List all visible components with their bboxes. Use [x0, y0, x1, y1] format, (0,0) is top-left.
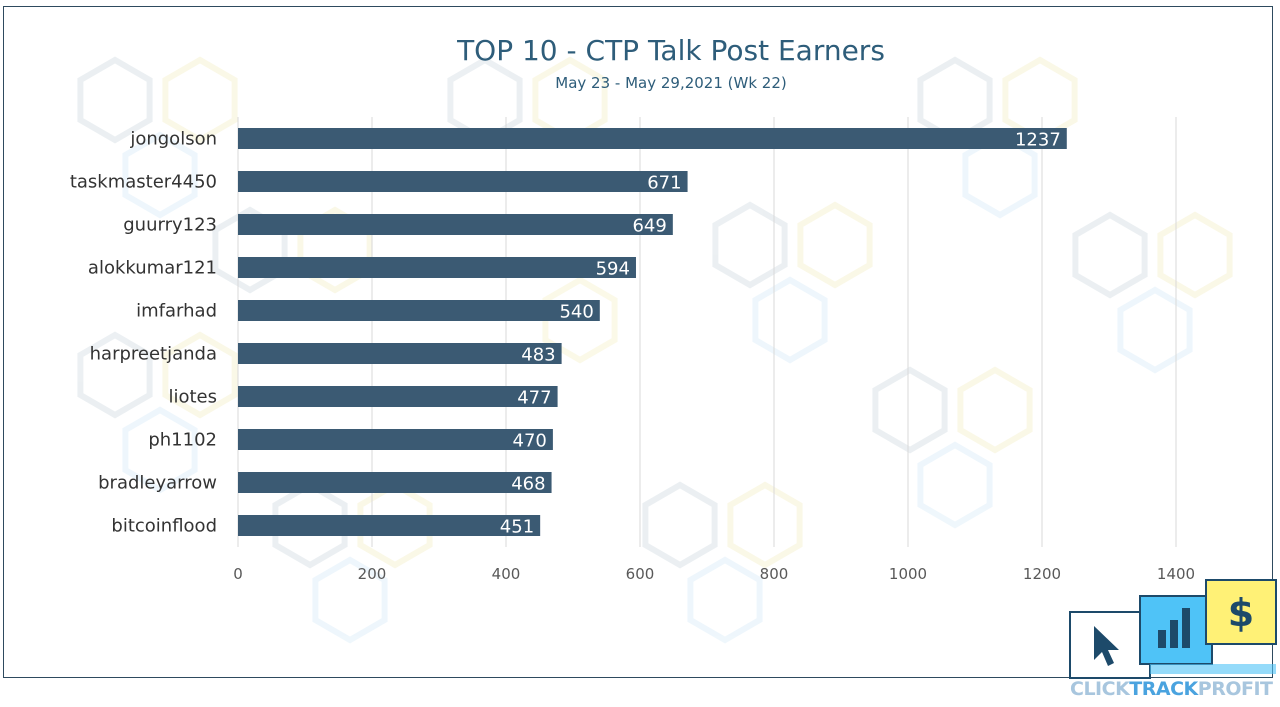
watermark-hexagon: [312, 556, 388, 644]
watermark-hexagon: [1002, 56, 1078, 144]
cursor-icon: [1094, 626, 1119, 666]
data-label: 594: [596, 259, 630, 280]
bar: [238, 343, 562, 364]
bar: [238, 515, 541, 536]
watermark-hexagon: [77, 56, 153, 144]
category-label: taskmaster4450: [70, 172, 217, 193]
bars: 1237 671 649 594 540 483 477 470 468 451: [238, 128, 1067, 538]
watermark-hexagon: [122, 131, 198, 219]
data-label: 451: [500, 517, 534, 538]
watermark-hexagon: [712, 201, 788, 289]
watermark-hexagon: [1157, 211, 1233, 299]
data-label: 483: [521, 345, 555, 366]
x-tick-label: 1200: [1023, 565, 1061, 583]
bar: [238, 214, 673, 235]
watermark-hexagon: [797, 201, 873, 289]
watermark-hexagon: [872, 366, 948, 454]
chart-subtitle: May 23 - May 29,2021 (Wk 22): [555, 74, 786, 92]
data-label: 477: [517, 388, 551, 409]
watermark-hexagon: [642, 481, 718, 569]
data-label: 470: [513, 431, 547, 452]
watermark-hexagon: [447, 56, 523, 144]
bar: [238, 171, 688, 192]
bar-chart-icon: [1158, 608, 1190, 648]
watermark-hexagon: [752, 276, 828, 364]
category-label: guurry123: [123, 215, 217, 236]
watermark-hexagon: [1072, 211, 1148, 299]
logo-word-track: TRACK: [1129, 678, 1198, 700]
bar: [238, 386, 558, 407]
category-label: liotes: [168, 387, 217, 408]
bar: [238, 472, 552, 493]
watermark-hexagon: [687, 556, 763, 644]
bar: [238, 257, 636, 278]
x-tick-label: 1000: [889, 565, 927, 583]
category-label: jongolson: [129, 129, 217, 150]
data-label: 540: [559, 302, 593, 323]
chart-title: TOP 10 - CTP Talk Post Earners: [456, 34, 885, 67]
category-labels: jongolson taskmaster4450 guurry123 alokkuma…: [70, 129, 217, 537]
watermark-hexagon: [1117, 286, 1193, 374]
x-tick-label: 200: [358, 565, 387, 583]
logo-word-click: CLICK: [1070, 678, 1130, 700]
chart-frame: [3, 6, 1273, 678]
x-tick-label: 600: [626, 565, 655, 583]
watermark-hexagon: [727, 481, 803, 569]
watermark-hexagon: [162, 331, 238, 419]
x-tick-label: 400: [492, 565, 521, 583]
watermark-hexagon: [77, 331, 153, 419]
watermark-hexagon: [542, 276, 618, 364]
category-label: bradleyarrow: [98, 473, 217, 494]
category-label: imfarhad: [136, 301, 217, 322]
data-label: 671: [647, 173, 681, 194]
dollar-icon: $: [1228, 591, 1254, 635]
watermark-hexagon: [532, 56, 608, 144]
bar: [238, 429, 553, 450]
data-label: 649: [632, 216, 666, 237]
category-label: bitcoinflood: [111, 516, 217, 537]
x-tick-label: 0: [233, 565, 243, 583]
bar: [238, 300, 600, 321]
x-tick-label: 1400: [1157, 565, 1195, 583]
watermark-hexagon: [917, 56, 993, 144]
x-axis-ticks: 0 200 400 600 800 1000 1200 1400: [233, 565, 1195, 583]
logo-wordmark: CLICKTRACKPROFIT: [1070, 678, 1280, 700]
watermark-hexagon: [162, 56, 238, 144]
data-label: 1237: [1015, 130, 1061, 151]
background-watermark: [77, 56, 1233, 644]
category-label: harpreetjanda: [90, 344, 217, 365]
logo-stripe: [1150, 664, 1276, 674]
category-label: alokkumar121: [88, 258, 217, 279]
watermark-hexagon: [917, 441, 993, 529]
watermark-hexagon: [122, 406, 198, 494]
clicktrackprofit-logo: $: [1069, 579, 1277, 679]
watermark-hexagon: [957, 366, 1033, 454]
x-tick-label: 800: [760, 565, 789, 583]
data-label: 468: [511, 474, 545, 495]
logo-word-profit: PROFIT: [1197, 678, 1273, 700]
category-label: ph1102: [148, 430, 217, 451]
bar: [238, 128, 1067, 149]
logo-dollar-box: [1205, 579, 1277, 645]
